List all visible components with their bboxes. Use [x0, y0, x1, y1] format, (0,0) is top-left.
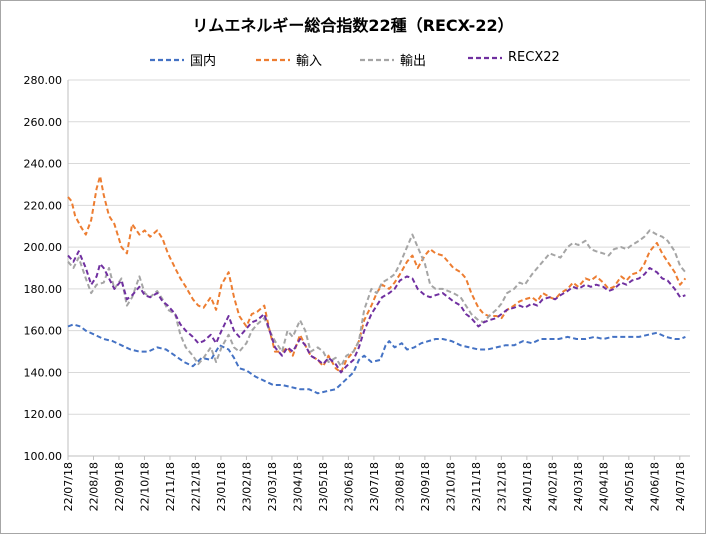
x-tick-label: 23/03/18 — [266, 462, 279, 511]
x-tick-label: 23/02/18 — [240, 462, 253, 511]
y-tick-label: 260.00 — [24, 116, 63, 129]
x-tick-label: 23/06/18 — [342, 462, 355, 511]
chart-title: リムエネルギー総合指数22種（RECX-22） — [192, 16, 514, 35]
legend-line-export — [360, 58, 394, 61]
x-tick-label: 23/04/18 — [291, 462, 304, 511]
legend-item-export: 輸出 — [360, 50, 426, 69]
x-tick-label: 24/04/18 — [597, 462, 610, 511]
y-tick-label: 200.00 — [24, 241, 63, 254]
x-tick-label: 23/08/18 — [393, 462, 406, 511]
y-tick-label: 280.00 — [24, 74, 63, 87]
x-tick-label: 24/07/18 — [674, 462, 687, 511]
x-tick-label: 24/01/18 — [521, 462, 534, 511]
legend-line-domestic — [150, 58, 184, 61]
x-tick-label: 24/02/18 — [546, 462, 559, 511]
series-line-recx22 — [67, 250, 686, 374]
x-tick-label: 22/09/18 — [113, 462, 126, 511]
x-tick-label: 24/06/18 — [648, 462, 661, 511]
x-tick-label: 24/05/18 — [623, 462, 636, 511]
y-tick-label: 180.00 — [24, 283, 63, 296]
legend-label-domestic: 国内 — [190, 54, 217, 69]
legend-line-recx22 — [468, 56, 502, 59]
series-line-import — [67, 175, 687, 374]
x-tick-label: 22/08/18 — [87, 462, 100, 511]
legend-label-export: 輸出 — [400, 54, 427, 69]
x-tick-label: 23/05/18 — [317, 462, 330, 511]
y-tick-label: 140.00 — [24, 366, 63, 379]
x-tick-label: 23/12/18 — [495, 462, 508, 511]
y-tick-label: 240.00 — [24, 158, 63, 171]
y-tick-label: 120.00 — [24, 408, 63, 421]
x-tick-label: 22/10/18 — [138, 462, 151, 511]
y-tick-label: 220.00 — [24, 199, 63, 212]
y-tick-label: 160.00 — [24, 325, 63, 338]
x-tick-label: 22/12/18 — [189, 462, 202, 511]
series-line-domestic — [67, 323, 686, 395]
legend-item-domestic: 国内 — [150, 50, 216, 69]
legend-label-recx22: RECX22 — [508, 50, 560, 65]
legend-label-import: 輸入 — [296, 54, 323, 69]
x-tick-label: 23/01/18 — [215, 462, 228, 511]
y-tick-label: 100.00 — [24, 450, 63, 463]
x-tick-label: 23/10/18 — [444, 462, 457, 511]
series-line-export — [67, 229, 687, 368]
legend-item-import: 輸入 — [256, 50, 322, 69]
legend-item-recx22: RECX22 — [468, 50, 560, 65]
x-tick-label: 22/07/18 — [62, 462, 75, 511]
x-tick-label: 24/03/18 — [572, 462, 585, 511]
x-tick-label: 23/11/18 — [470, 462, 483, 511]
x-tick-label: 22/11/18 — [164, 462, 177, 511]
x-tick-label: 23/07/18 — [368, 462, 381, 511]
x-tick-label: 23/09/18 — [419, 462, 432, 511]
legend-line-import — [256, 58, 290, 61]
